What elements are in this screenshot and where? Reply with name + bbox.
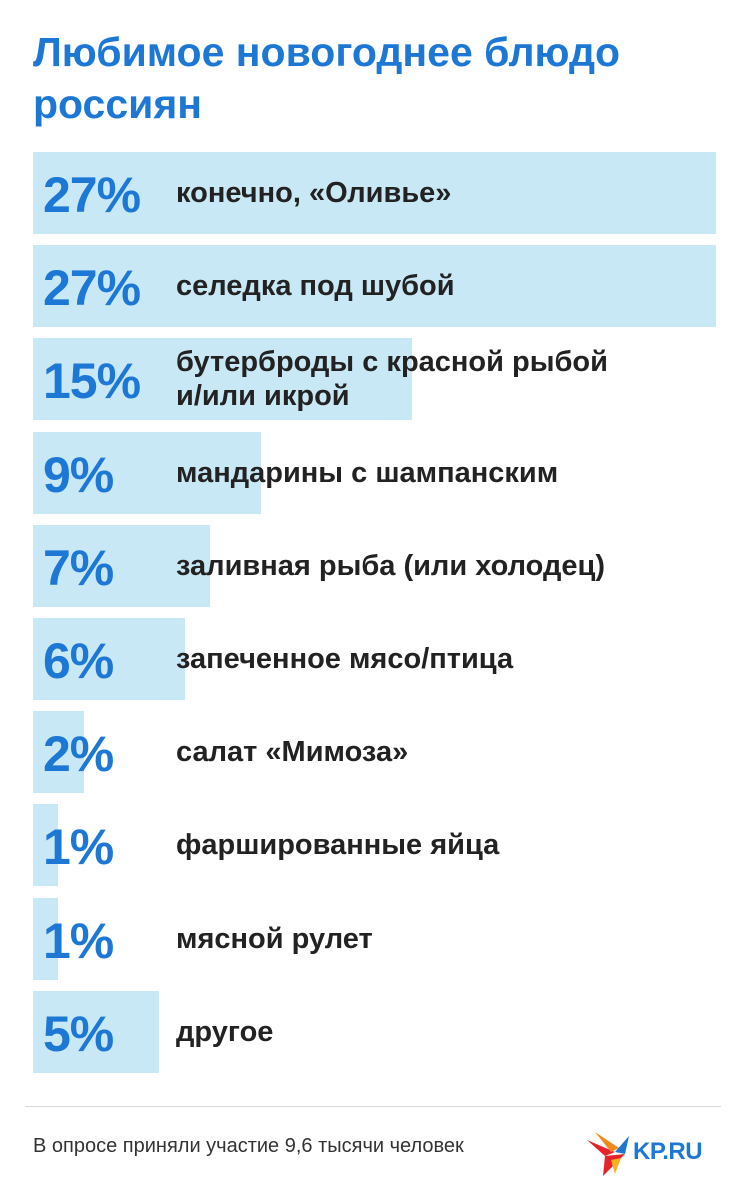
footer-divider [25, 1106, 721, 1107]
value-label: 27% [43, 167, 141, 223]
category-label-lines: запеченное мясо/птица [176, 642, 513, 676]
category-label-lines: конечно, «Оливье» [176, 176, 451, 210]
category-label: мясной рулет [176, 898, 716, 980]
category-label-line: мандарины с шампанским [176, 456, 559, 489]
chart-row: 5% другое [33, 990, 716, 1073]
bar [33, 897, 59, 980]
category-label-line: запеченное мясо/птица [176, 643, 514, 675]
category-label-line: бутерброды с красной рыбой [176, 346, 608, 379]
category-label-lines: фаршированные яйца [176, 828, 499, 862]
survey-footnote: В опросе приняли участие 9,6 тысячи чело… [33, 1135, 464, 1157]
category-label-lines: заливная рыба (или холодец) [176, 549, 605, 583]
category-label: заливная рыба (или холодец) [176, 525, 716, 607]
bar [33, 152, 716, 234]
value-label: 5% [43, 1005, 114, 1062]
category-label: мандарины с шампанским [176, 432, 716, 514]
chart-row: 27% конечно, «Оливье» [33, 152, 716, 234]
chart-row: 7% заливная рыба (или холодец) [33, 524, 716, 607]
bar [33, 338, 413, 421]
value-label: 6% [43, 633, 114, 689]
category-label-lines: бутерброды с красной рыбой и/или икрой [176, 345, 608, 413]
category-label: фаршированные яйца [176, 804, 716, 886]
bar-chart: 27% конечно, «Оливье» 27% селедка под шубой… [33, 152, 716, 1073]
category-label: запеченное мясо/птица [176, 618, 716, 700]
value-label: 9% [43, 446, 114, 503]
chart-row: 15% бутерброды с красной рыбой и/или икрой [33, 338, 716, 421]
value-label: 2% [43, 726, 114, 783]
value-label: 7% [43, 539, 114, 596]
value-label: 15% [43, 353, 141, 410]
chart-row: 1% фаршированные яйца [33, 804, 716, 887]
category-label: селедка под шубой [176, 245, 716, 327]
category-label-lines: мясной рулет [176, 922, 373, 956]
bar [33, 524, 211, 607]
category-label-line: фаршированные яйца [176, 829, 500, 862]
category-label: салат «Мимоза» [176, 711, 716, 793]
chart-row: 2% салат «Мимоза» [33, 711, 716, 794]
category-label-line: салат «Мимоза» [176, 736, 409, 769]
kp-logo: KP.RU [585, 1130, 725, 1178]
category-label-lines: салат «Мимоза» [176, 735, 408, 769]
chart-title: Любимое новогоднее блюдо россиян [33, 29, 621, 127]
category-label-line: другое [176, 1015, 274, 1048]
chart-row: 6% запеченное мясо/птица [33, 618, 716, 700]
bar [33, 245, 716, 328]
bar [33, 431, 261, 514]
category-label-lines: селедка под шубой [176, 269, 455, 303]
chart-row: 27% селедка под шубой [33, 245, 716, 328]
bar [33, 618, 185, 700]
chart-row: 1% мясной рулет [33, 897, 716, 980]
bar [33, 804, 59, 887]
bar [33, 990, 160, 1073]
category-label-line: заливная рыба (или холодец) [176, 549, 606, 582]
category-label: бутерброды с красной рыбой и/или икрой [176, 338, 716, 420]
chart-row: 9% мандарины с шампанским [33, 431, 716, 514]
logo-text: KP.RU [633, 1138, 703, 1165]
category-label-line: конечно, «Оливье» [176, 177, 452, 209]
bar [33, 711, 84, 794]
category-label-line: мясной рулет [176, 922, 373, 955]
category-label-lines: мандарины с шампанским [176, 456, 558, 490]
value-label: 1% [43, 819, 114, 876]
category-label: конечно, «Оливье» [176, 152, 716, 234]
category-label: другое [176, 991, 716, 1073]
category-label-lines: другое [176, 1015, 273, 1049]
value-label: 1% [43, 912, 114, 969]
kp-bird-logo-icon [587, 1132, 629, 1176]
category-label-line: селедка под шубой [176, 270, 455, 303]
category-label-line: и/или икрой [176, 380, 350, 413]
value-label: 27% [43, 260, 141, 317]
